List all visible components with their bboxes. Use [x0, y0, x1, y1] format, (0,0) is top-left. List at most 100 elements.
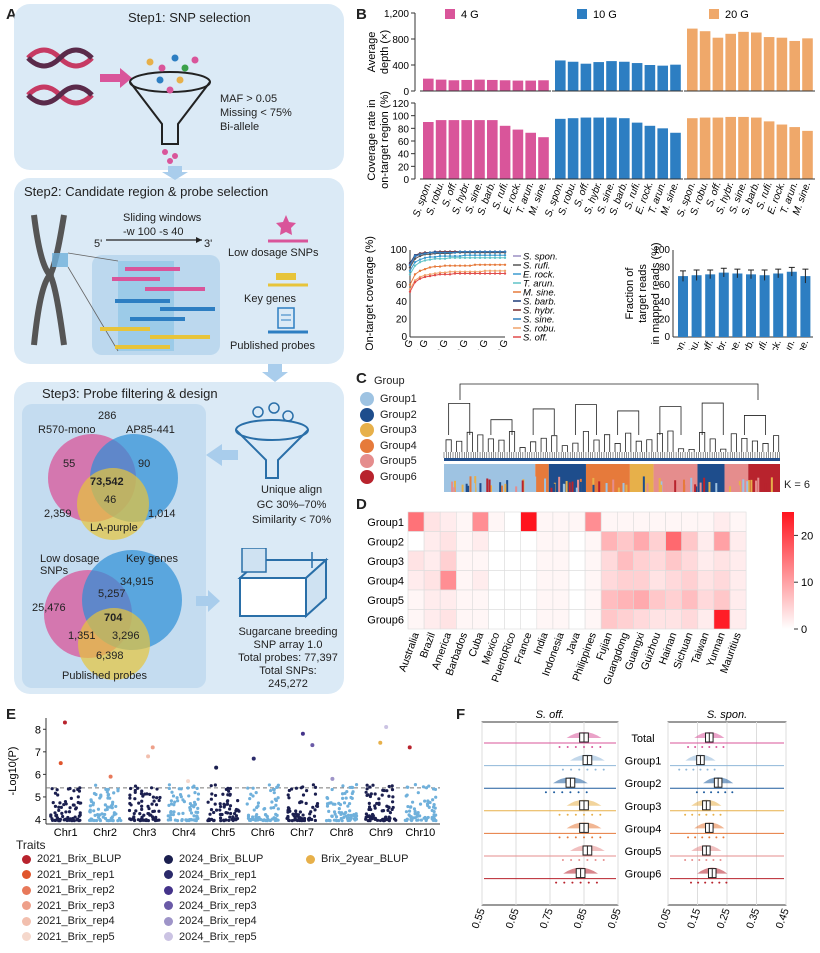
filter-gc: GC 30%–70%	[256, 499, 327, 511]
heatmap-cell	[407, 609, 425, 630]
structure-admixture	[605, 483, 608, 492]
manhattan-point	[227, 818, 231, 822]
dendrogram-branch	[561, 445, 568, 452]
trait-color-dot	[22, 901, 31, 910]
manhattan-point	[58, 801, 62, 805]
manhattan-point	[294, 809, 298, 813]
heatmap-cell	[504, 609, 522, 630]
ontarget-point	[473, 263, 477, 266]
manhattan-point	[251, 794, 255, 798]
heatmap-row-label: Group4	[367, 575, 404, 587]
structure-admixture	[715, 483, 718, 492]
legend-swatch-1	[577, 9, 587, 19]
ontarget-point	[413, 279, 417, 282]
ontarget-point	[458, 270, 462, 273]
dendrogram-branch	[751, 440, 758, 452]
violin-dot	[715, 836, 718, 839]
heatmap-cell	[584, 550, 602, 571]
manhattan-point	[106, 796, 110, 800]
dendrogram-branch	[659, 406, 682, 435]
heatmap-cell	[616, 609, 634, 630]
heatmap-cell	[600, 550, 618, 571]
structure-admixture	[674, 480, 677, 492]
manhattan-point	[405, 818, 409, 822]
colorbar-tick-label: 10	[801, 577, 813, 589]
fraction-bar	[773, 273, 784, 337]
dendrogram-branch	[540, 437, 547, 452]
step1-criteria: MAF > 0.05 Missing < 75% Bi-allele	[220, 92, 292, 134]
group-color-dot	[360, 438, 374, 453]
violin-dot	[704, 881, 707, 884]
fraction-ytick-label: 80	[659, 262, 671, 273]
ontarget-legend-label: S. sine.	[523, 315, 555, 326]
heatmap-cell	[681, 550, 699, 571]
manhattan-point	[176, 799, 180, 803]
manhattan-point	[302, 818, 306, 822]
coverage-ytick-label: 40	[398, 150, 410, 161]
heatmap-cell	[488, 589, 505, 610]
manhattan-point	[138, 811, 142, 816]
heatmap-cell	[456, 511, 473, 532]
manhattan-point	[384, 815, 388, 819]
manhattan-point	[330, 787, 334, 792]
ontarget-ytick-label: 20	[396, 315, 408, 326]
manhattan-point	[249, 792, 253, 796]
manhattan-point	[67, 810, 72, 814]
ontarget-point	[428, 255, 432, 259]
manhattan-point	[129, 818, 133, 822]
manhattan-ytick-label: 4	[35, 814, 41, 826]
key-genes-label: Key genes	[244, 293, 296, 305]
manhattan-peak	[150, 745, 155, 750]
structure-admixture	[558, 476, 561, 492]
violin-dot	[708, 746, 711, 748]
ontarget-point	[433, 257, 437, 260]
manhattan-point	[128, 793, 132, 797]
depth-ytick-label: 800	[392, 35, 409, 46]
manhattan-point	[155, 787, 159, 791]
manhattan-point	[116, 789, 120, 793]
ontarget-point	[443, 271, 447, 274]
manhattan-point	[74, 807, 78, 811]
manhattan-point	[209, 797, 213, 801]
ontarget-legend-label: S. barb.	[523, 297, 556, 308]
ontarget-point	[483, 269, 487, 273]
heatmap-cell	[536, 589, 554, 610]
group-color-dot	[360, 392, 374, 406]
violin-dot	[715, 746, 718, 748]
violin-dot	[587, 881, 590, 884]
manhattan-point	[422, 816, 426, 820]
heatmap-cell	[649, 531, 666, 552]
manhattan-point	[387, 784, 391, 789]
ontarget-point	[418, 254, 422, 258]
depth-bar	[657, 65, 668, 91]
depth-bar	[802, 38, 813, 91]
manhattan-chart: 4 5 6 7 8 -Log10(P) Chr1 Chr2 Chr3 Chr4 Chr5 Chr6 Ch…	[7, 718, 440, 836]
trait-legend-item: 2021_Brix_rep4	[22, 915, 115, 927]
manhattan-point	[210, 792, 214, 796]
ontarget-legend-label: S. off.	[523, 333, 548, 344]
manhattan-point	[110, 815, 114, 819]
traits-legend-title: Traits	[16, 838, 46, 852]
ontarget-point	[503, 256, 507, 260]
manhattan-chr-label: Chr5	[211, 827, 235, 836]
manhattan-point	[72, 803, 76, 807]
venn1-set-ap85: AP85-441	[126, 424, 175, 436]
ontarget-xtick-label: 12 G	[453, 338, 471, 350]
dendrogram-branch	[709, 438, 716, 452]
manhattan-point	[60, 811, 64, 815]
manhattan-point	[70, 818, 74, 822]
manhattan-point	[171, 813, 175, 817]
manhattan-point	[368, 794, 373, 799]
manhattan-point	[364, 790, 368, 794]
manhattan-point	[127, 808, 132, 813]
manhattan-point	[248, 797, 252, 801]
violin-dot	[694, 836, 697, 839]
violin-dot	[578, 859, 581, 861]
panel-b-charts: 4 G 10 G 20 G04008001,200020406080100120Av…	[364, 9, 815, 350]
manhattan-point	[170, 790, 174, 794]
heatmap-cell	[423, 531, 441, 552]
violin-category-label: Group2	[625, 778, 662, 790]
manhattan-chr-label: Chr3	[133, 827, 157, 836]
coverage-ytick-label: 0	[403, 175, 409, 186]
array-info: Sugarcane breeding SNP array 1.0 Total p…	[238, 626, 338, 691]
